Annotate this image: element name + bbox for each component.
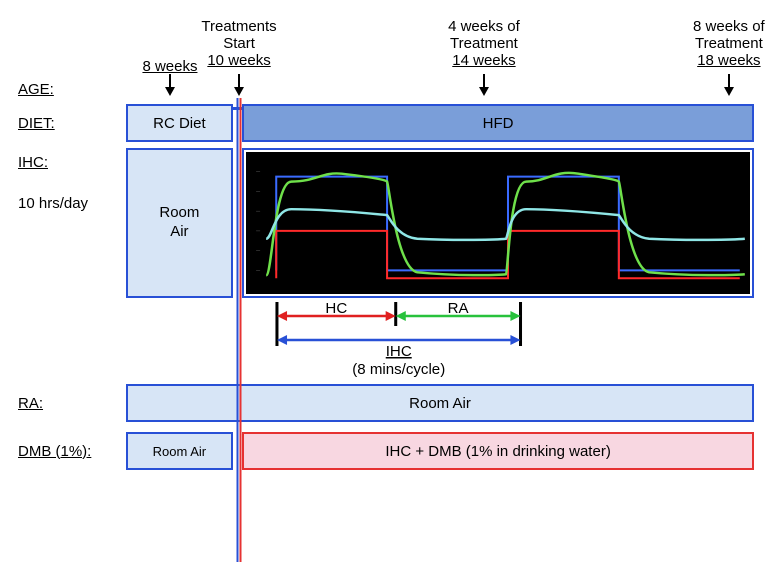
ra-label: RA: [18,395,43,412]
timeline-top-label: 4 weeks of Treatment [448,18,520,52]
timeline-top-label: 8 weeks of Treatment [693,18,765,52]
timeline-point: 8 weeks [142,58,197,75]
timeline-point: 8 weeks of Treatment 18 weeks [693,18,765,69]
svg-text:IHC: IHC [386,343,412,360]
age-label: AGE: [18,81,54,98]
dmb-post-box: IHC + DMB (1% in drinking water) [242,432,754,470]
ihc-chart [242,148,754,298]
diet-pre-box: RC Diet [126,104,233,142]
timeline-top-label: Treatments Start [201,18,276,52]
arrow-down-icon [722,74,736,96]
ihc-pre-box: Room Air [126,148,233,298]
ihc-label: IHC: [18,154,122,171]
hc-text: HC [325,302,347,317]
timeline-point: Treatments Start 10 weeks [201,18,276,69]
diet-post-box: HFD [242,104,754,142]
arrow-down-icon [163,74,177,96]
dmb-label: DMB (1%): [18,443,91,460]
svg-text:RA: RA [448,302,469,317]
diet-label: DIET: [18,115,55,132]
cycle-annotation: HC RA IHC (8 mins/cycle) [126,302,754,378]
timeline-rule [126,97,754,100]
arrow-down-icon [477,74,491,96]
timeline-point: 4 weeks of Treatment 14 weeks [448,18,520,69]
svg-text:(8 mins/cycle): (8 mins/cycle) [352,361,445,378]
dmb-pre-box: Room Air [126,432,233,470]
arrow-down-icon [232,74,246,96]
ra-box: Room Air [126,384,754,422]
timeline: 8 weeks Treatments Start 10 weeks 4 week… [126,18,754,98]
ihc-hours-label: 10 hrs/day [18,195,122,212]
